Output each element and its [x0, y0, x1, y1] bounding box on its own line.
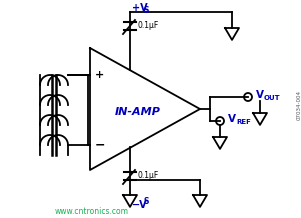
- Text: V: V: [228, 114, 236, 124]
- Text: 0.1μF: 0.1μF: [138, 22, 159, 31]
- Text: 07034-004: 07034-004: [296, 90, 301, 120]
- Text: V: V: [256, 90, 264, 100]
- Text: +: +: [95, 70, 105, 80]
- Text: REF: REF: [236, 119, 251, 125]
- Text: −V: −V: [132, 200, 147, 210]
- Text: 0.1μF: 0.1μF: [138, 172, 159, 181]
- Text: S: S: [143, 7, 148, 15]
- Text: www.cntronics.com: www.cntronics.com: [55, 208, 129, 216]
- Text: IN-AMP: IN-AMP: [115, 107, 161, 117]
- Text: +V: +V: [132, 3, 147, 13]
- Text: OUT: OUT: [264, 95, 281, 101]
- Text: −: −: [95, 138, 105, 152]
- Text: S: S: [144, 198, 149, 206]
